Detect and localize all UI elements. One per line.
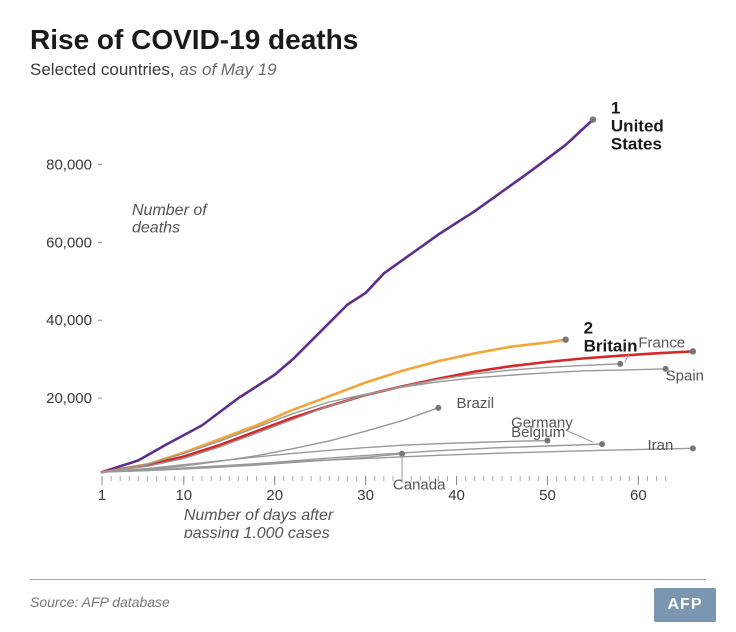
y-axis-title-l1: Number of (132, 202, 208, 219)
chart-title: Rise of COVID-19 deaths (30, 24, 706, 56)
rank-country: Britain (584, 337, 638, 356)
rank-country-l2: States (611, 135, 662, 154)
x-tick-label: 20 (266, 487, 283, 504)
y-tick-label: 60,000 (46, 234, 92, 251)
x-tick-label: 40 (448, 487, 465, 504)
rank-number: 1 (611, 99, 620, 118)
x-axis-title-l1: Number of days after (184, 507, 334, 524)
afp-logo: AFP (654, 588, 716, 622)
y-tick-label: 20,000 (46, 390, 92, 407)
subtitle-text: Selected countries, (30, 60, 179, 79)
y-tick-label: 40,000 (46, 312, 92, 329)
x-tick-label: 1 (98, 487, 106, 504)
series-label-brazil: Brazil (457, 395, 495, 412)
chart-subtitle: Selected countries, as of May 19 (30, 60, 706, 80)
series-end-dot (617, 361, 623, 367)
series-label-iran: Iran (647, 437, 673, 454)
series-end-dot (435, 405, 441, 411)
x-tick-label: 50 (539, 487, 556, 504)
y-axis-title-l2: deaths (132, 220, 180, 237)
chart-container: Rise of COVID-19 deaths Selected countri… (0, 0, 736, 632)
y-tick-label: 80,000 (46, 156, 92, 173)
subtitle-date: as of May 19 (179, 60, 276, 79)
series-end-dot (590, 116, 596, 122)
x-tick-label: 60 (630, 487, 647, 504)
series-label-belgium: Belgium (511, 424, 565, 441)
series-label-canada: Canada (393, 477, 446, 494)
x-axis-title-l2: passing 1,000 cases (183, 525, 330, 538)
series-end-dot (562, 336, 568, 342)
series-line-britain (102, 340, 566, 472)
leader-line (566, 430, 593, 442)
x-tick-label: 30 (357, 487, 374, 504)
series-end-dot (690, 348, 696, 354)
series-label-france: France (638, 334, 685, 351)
x-tick-label: 10 (175, 487, 192, 504)
footer-divider (30, 579, 706, 580)
series-end-dot (690, 445, 696, 451)
rank-number: 2 (584, 319, 593, 338)
chart-area: 20,000 40,000 60,000 80,000 1 10 20 30 40 50 60 Num… (30, 98, 706, 538)
source-text: Source: AFP database (30, 594, 170, 610)
rank-country: United (611, 117, 664, 136)
line-chart-svg: 20,000 40,000 60,000 80,000 1 10 20 30 40 50 60 Num… (30, 98, 706, 538)
series-label-spain: Spain (666, 368, 704, 385)
series-end-dot (599, 441, 605, 447)
